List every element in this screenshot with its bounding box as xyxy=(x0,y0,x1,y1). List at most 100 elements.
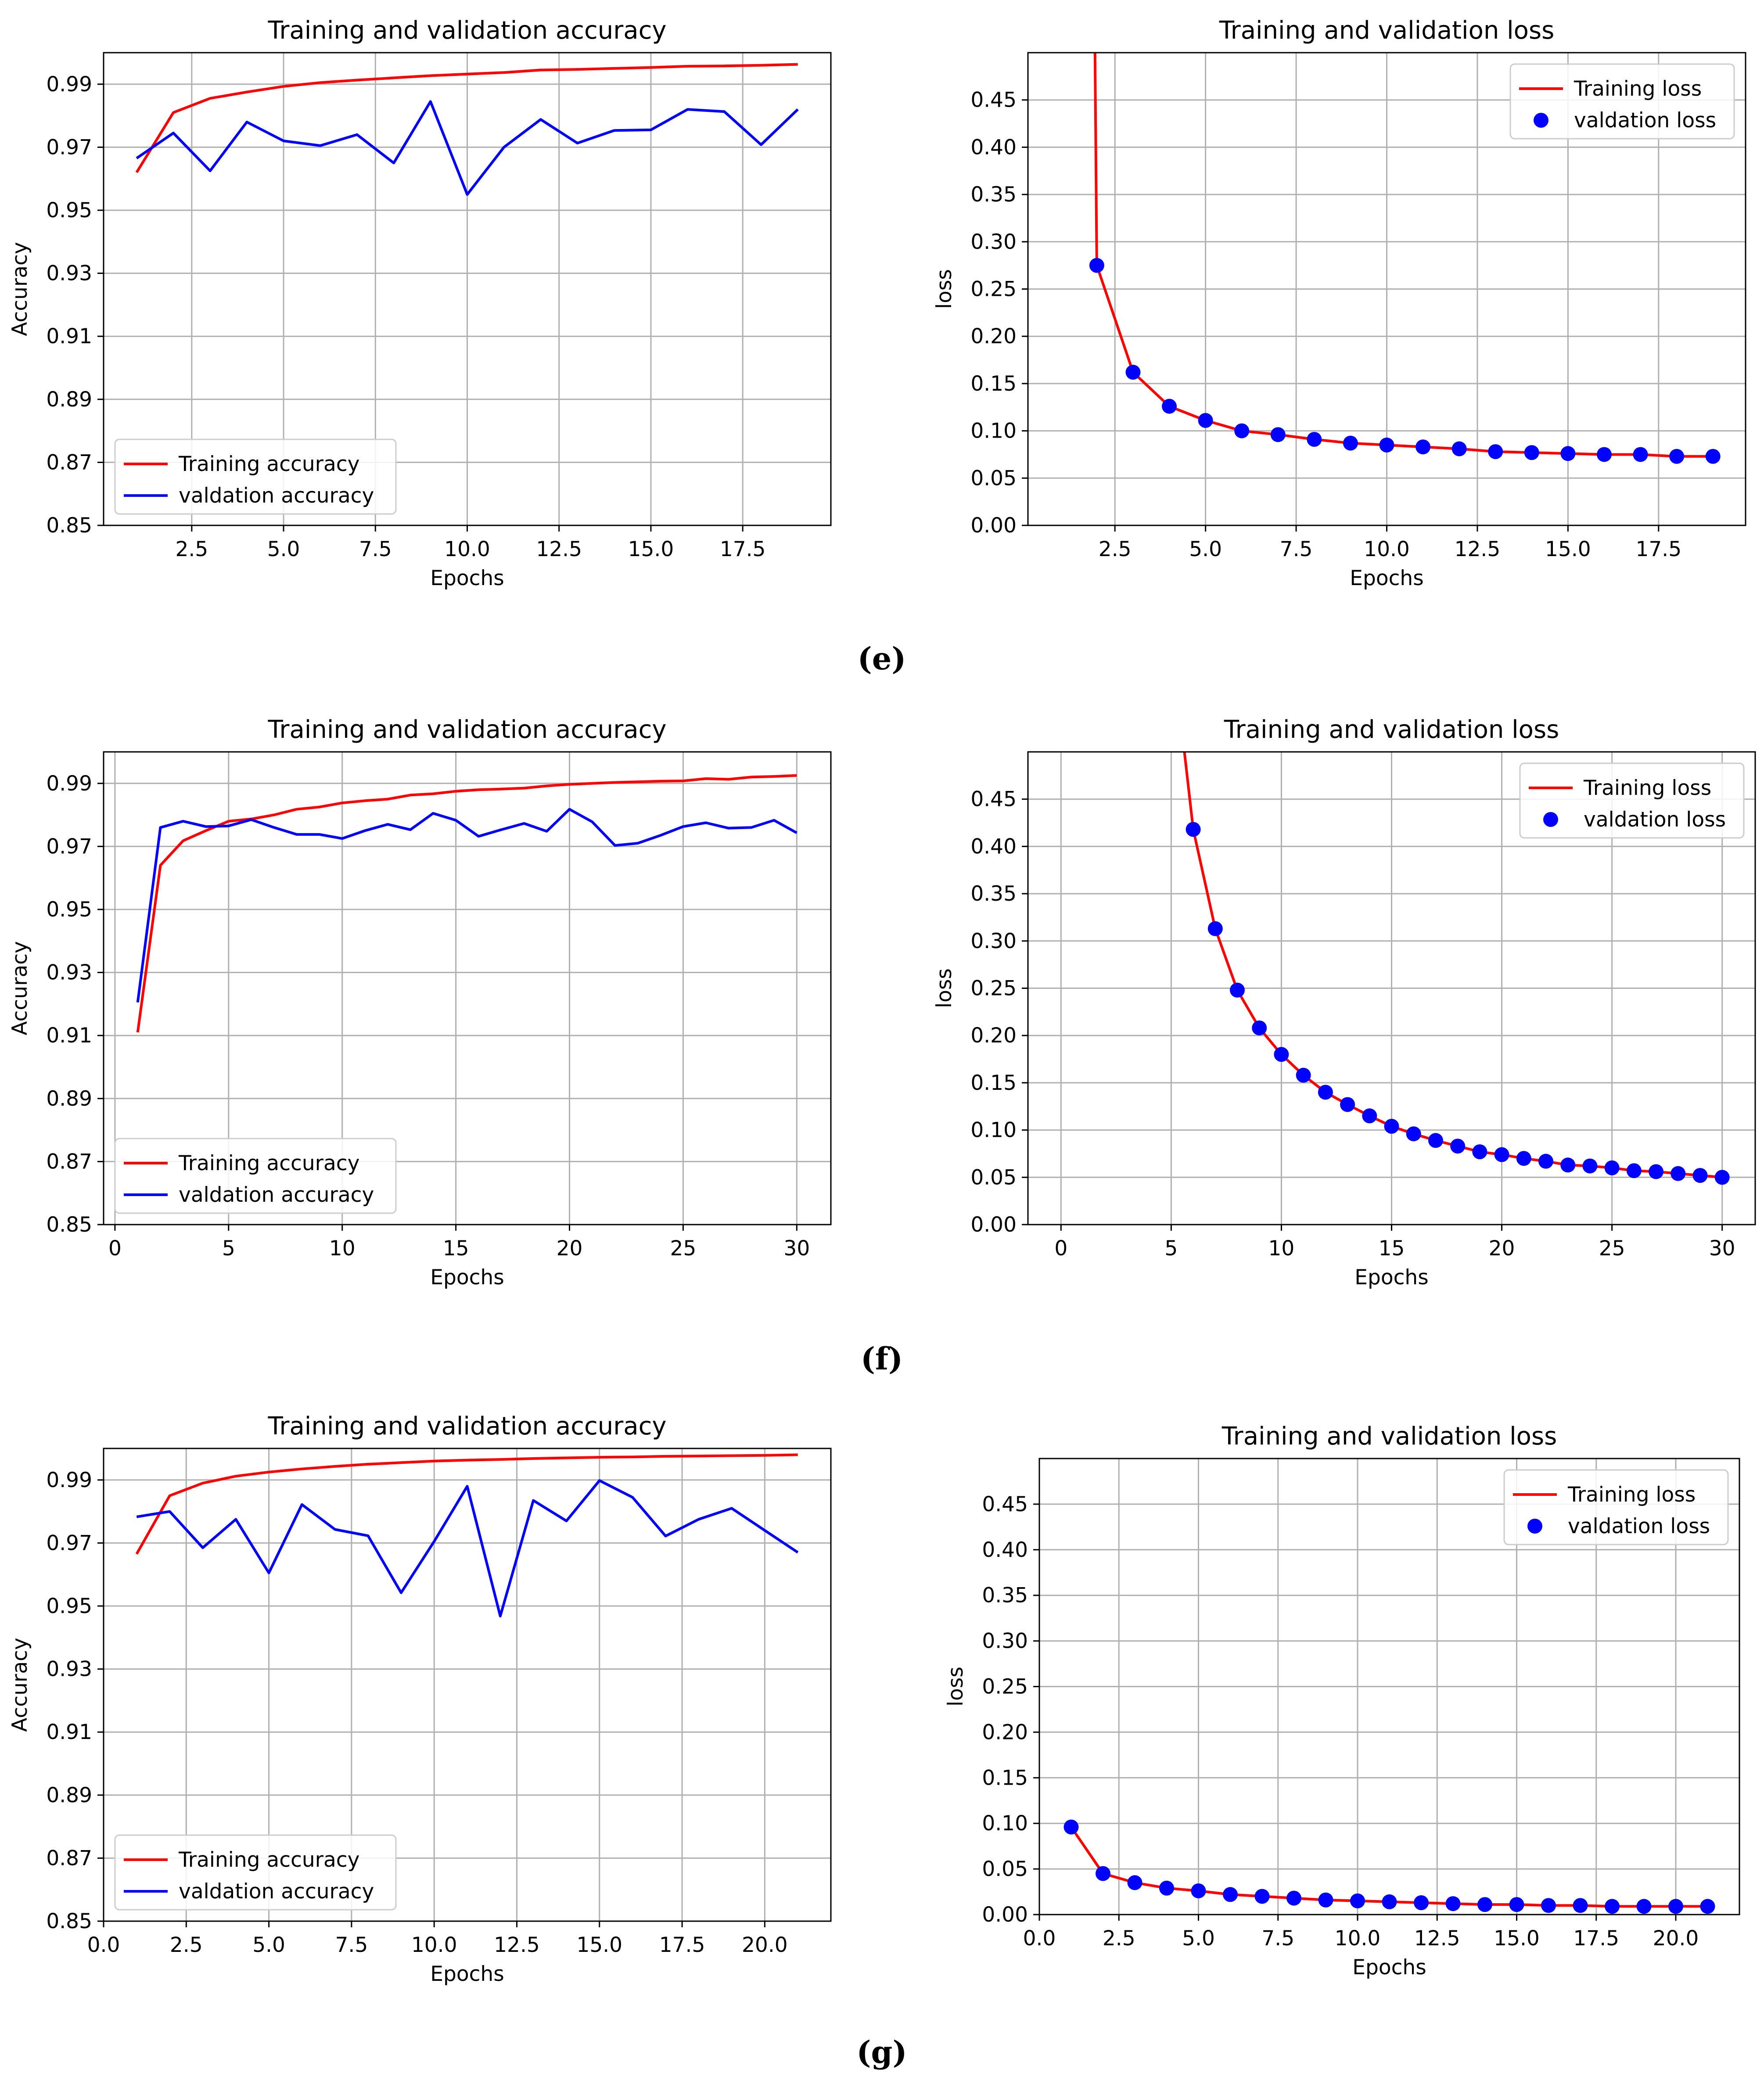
f-loss-x-tick-label: 5 xyxy=(1164,1236,1178,1261)
e-loss-series-validation-point xyxy=(1162,399,1177,414)
f-loss-series-validation-point xyxy=(1340,1097,1355,1112)
f-accuracy-y-tick-label: 0.99 xyxy=(46,772,92,796)
f-loss-y-tick-label: 0.30 xyxy=(970,929,1017,953)
g-loss-x-tick-label: 5.0 xyxy=(1182,1926,1215,1951)
f-loss-legend-marker-swatch xyxy=(1543,812,1558,827)
g-accuracy-y-tick-label: 0.97 xyxy=(46,1531,92,1555)
g-accuracy-y-tick-label: 0.85 xyxy=(46,1909,92,1933)
g-accuracy-chart: 0.0 2.5 5.0 7.5 10.0 12.5 15.0 17.5 20.0 0.85 0.87… xyxy=(8,1412,832,1986)
e-loss-y-tick-label: 0.00 xyxy=(970,514,1017,538)
e-accuracy-y-tick-label: 0.89 xyxy=(46,388,92,412)
f-loss-series-validation xyxy=(1186,822,1730,1185)
g-loss-y-tick-label: 0.05 xyxy=(982,1857,1028,1881)
f-loss-series-validation-point xyxy=(1582,1158,1598,1174)
e-loss-series-validation-point xyxy=(1343,435,1358,451)
e-loss-x-tick-label: 7.5 xyxy=(1280,537,1313,561)
f-accuracy-y-tick-label: 0.95 xyxy=(46,898,92,922)
f-accuracy-x-tick-label: 15 xyxy=(443,1236,469,1261)
g-loss-series-validation-point xyxy=(1063,1819,1079,1835)
f-loss-x-tick-label: 10 xyxy=(1268,1236,1295,1261)
f-accuracy-x-tick-label: 10 xyxy=(329,1236,356,1261)
f-accuracy-x-tick-label: 25 xyxy=(670,1236,697,1261)
e-accuracy-x-tick-label: 10.0 xyxy=(444,537,490,561)
g-accuracy-axes-frame xyxy=(103,1448,832,1922)
g-loss-legend-marker-swatch xyxy=(1527,1519,1542,1534)
panel-label-f: (f) xyxy=(861,1340,903,1377)
e-loss-y-tick-label: 0.10 xyxy=(970,419,1017,443)
e-loss-series-validation-point xyxy=(1669,449,1685,464)
g-accuracy-x-tick-label: 7.5 xyxy=(335,1933,368,1957)
e-loss-y-label: loss xyxy=(932,269,956,309)
g-loss-series-validation-point xyxy=(1573,1898,1588,1913)
e-loss-series-validation-point xyxy=(1270,427,1286,442)
e-loss-chart: 2.5 5.0 7.5 10.0 12.5 15.0 17.5 0.00 0.05 0.10 0.1… xyxy=(932,16,1746,590)
e-accuracy-series-training xyxy=(135,63,798,173)
e-loss-y-tick-label: 0.30 xyxy=(970,230,1017,254)
e-loss-x-tick-label: 10.0 xyxy=(1364,537,1410,561)
f-loss-y-tick-label: 0.00 xyxy=(970,1213,1017,1237)
e-loss-y-tick-label: 0.45 xyxy=(970,88,1017,112)
e-loss-series-validation-point xyxy=(1524,445,1539,460)
g-loss-title: Training and validation loss xyxy=(1222,1422,1557,1451)
g-loss-series-validation-point xyxy=(1636,1899,1652,1914)
g-loss-y-tick-label: 0.00 xyxy=(982,1903,1028,1927)
g-loss-series-validation-point xyxy=(1191,1883,1206,1898)
f-loss-series-validation-point xyxy=(1406,1126,1421,1142)
e-accuracy-legend-box xyxy=(114,438,397,515)
e-accuracy-legend-label: Training accuracy xyxy=(178,452,359,476)
g-loss-series-validation xyxy=(1063,1819,1715,1914)
e-loss-legend-box xyxy=(1509,63,1735,140)
g-loss-y-tick-label: 0.15 xyxy=(982,1766,1028,1790)
e-accuracy-axes-frame xyxy=(103,52,832,526)
g-loss-y-tick-label: 0.45 xyxy=(982,1492,1028,1516)
f-loss-y-tick-label: 0.15 xyxy=(970,1071,1017,1095)
g-loss-y-tick-label: 0.20 xyxy=(982,1720,1028,1744)
f-loss-series-validation-point xyxy=(1252,1020,1267,1035)
f-loss-series-validation-point xyxy=(1450,1139,1466,1154)
f-loss-series-validation-point xyxy=(1538,1153,1553,1169)
g-loss-x-tick-label: 15.0 xyxy=(1494,1926,1540,1951)
e-accuracy-title: Training and validation accuracy xyxy=(267,16,666,45)
f-loss-x-tick-label: 0 xyxy=(1054,1236,1067,1261)
panel-label-e: (e) xyxy=(858,640,906,677)
e-loss-x-tick-label: 5.0 xyxy=(1189,537,1222,561)
e-loss-series-validation-point xyxy=(1451,441,1467,456)
g-accuracy-x-tick-label: 12.5 xyxy=(494,1933,540,1957)
f-loss-y-tick-label: 0.05 xyxy=(970,1165,1017,1189)
e-accuracy-chart: 2.5 5.0 7.5 10.0 12.5 15.0 17.5 0.85 0.87 0.89 0.9… xyxy=(8,16,832,590)
g-loss-series-validation-point xyxy=(1350,1893,1365,1908)
f-loss-series-validation-point xyxy=(1207,921,1223,936)
g-accuracy-legend: Training accuracy valdation accuracy xyxy=(114,1834,397,1911)
e-accuracy-y-tick-label: 0.87 xyxy=(46,450,92,474)
g-loss-series-validation-point xyxy=(1127,1875,1142,1890)
g-accuracy-legend-label: Training accuracy xyxy=(178,1848,359,1872)
f-loss-y-tick-label: 0.25 xyxy=(970,977,1017,1001)
e-accuracy-y-tick-label: 0.99 xyxy=(46,72,92,97)
f-loss-series-validation-point xyxy=(1692,1168,1708,1183)
f-loss-x-tick-label: 25 xyxy=(1599,1236,1625,1261)
f-loss-legend-label: Training loss xyxy=(1583,776,1711,800)
e-loss-series-validation-point xyxy=(1705,449,1721,464)
g-accuracy-x-tick-label: 20.0 xyxy=(742,1933,788,1957)
f-accuracy-x-tick-label: 0 xyxy=(108,1236,122,1261)
e-accuracy-x-tick-label: 12.5 xyxy=(536,537,582,561)
g-loss-y-tick-label: 0.10 xyxy=(982,1811,1028,1836)
f-loss-series-validation-point xyxy=(1296,1067,1311,1083)
e-accuracy-series-validation-line xyxy=(136,100,799,196)
g-loss-chart: 0.0 2.5 5.0 7.5 10.0 12.5 15.0 17.5 20.0 0.00 0.05… xyxy=(944,1422,1740,1980)
e-accuracy-series-validation xyxy=(136,100,799,196)
g-loss-series-validation-point xyxy=(1159,1880,1174,1896)
f-loss-series-validation-point xyxy=(1230,982,1245,998)
f-accuracy-series-validation-line xyxy=(136,808,798,1003)
e-loss-legend-label: Training loss xyxy=(1574,77,1702,101)
charts-layer: 2.5 5.0 7.5 10.0 12.5 15.0 17.5 0.85 0.87 0.89 0.9… xyxy=(8,16,1756,1986)
f-loss-series-validation-point xyxy=(1649,1164,1664,1179)
g-loss-legend-label: valdation loss xyxy=(1568,1514,1710,1538)
f-loss-title: Training and validation loss xyxy=(1224,715,1559,744)
f-loss-series-validation-point xyxy=(1318,1085,1333,1100)
e-loss-series-validation-point xyxy=(1488,444,1503,459)
e-loss-y-tick-label: 0.40 xyxy=(970,135,1017,159)
g-accuracy-series-training-line xyxy=(135,1453,798,1555)
g-loss-x-tick-label: 7.5 xyxy=(1261,1926,1294,1951)
